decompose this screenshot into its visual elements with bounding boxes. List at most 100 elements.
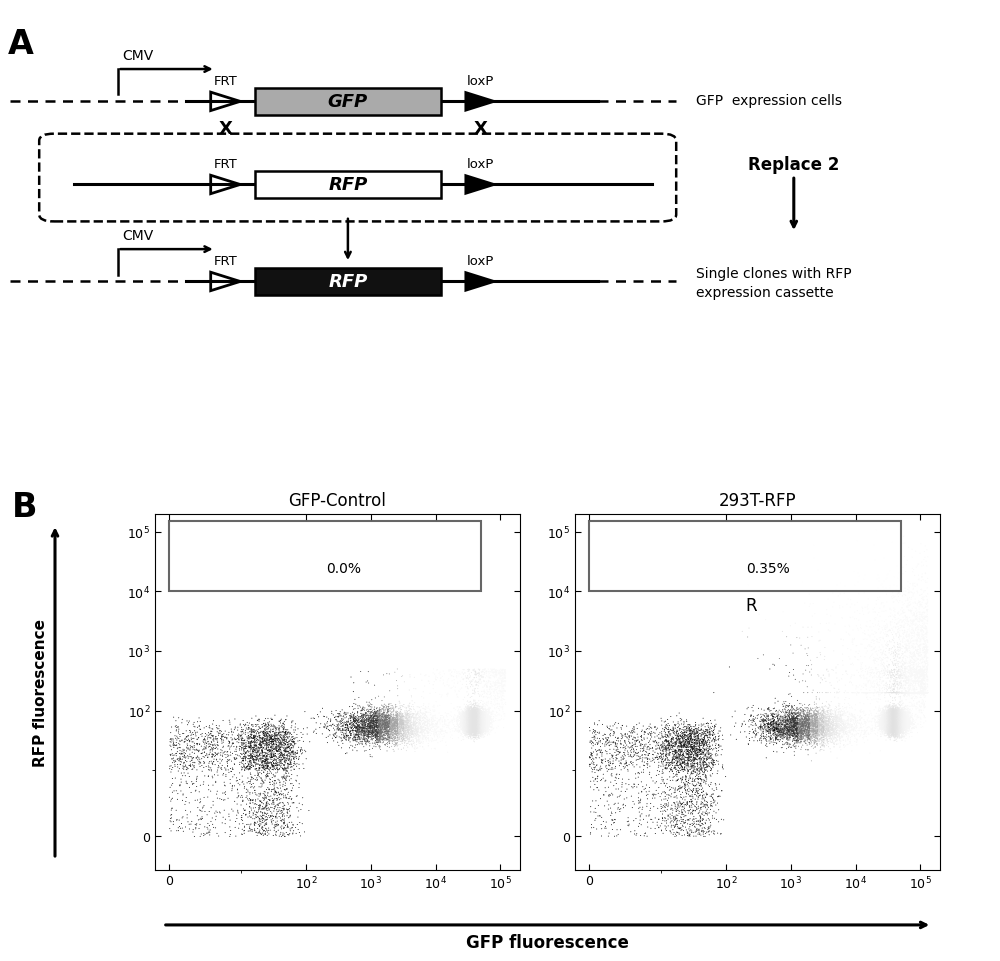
Point xyxy=(706,734,722,750)
Point xyxy=(824,721,840,736)
Point xyxy=(839,727,855,742)
Point xyxy=(349,714,365,729)
Point xyxy=(885,723,901,738)
Point xyxy=(469,707,485,723)
Point xyxy=(470,712,486,727)
Point xyxy=(474,708,490,724)
Point xyxy=(884,725,900,740)
Point xyxy=(270,739,286,754)
Point xyxy=(472,720,488,735)
Point xyxy=(823,720,839,735)
Point xyxy=(396,730,412,746)
Point xyxy=(471,708,487,724)
Point xyxy=(898,671,914,686)
Point xyxy=(885,713,901,728)
Point xyxy=(467,710,483,726)
Point xyxy=(896,722,912,737)
Point xyxy=(885,722,901,737)
Point xyxy=(902,712,918,727)
Point xyxy=(895,724,911,739)
Point xyxy=(463,716,479,731)
Point xyxy=(879,720,895,735)
Point xyxy=(400,719,416,734)
Point xyxy=(361,714,377,729)
Point xyxy=(781,720,797,735)
Point xyxy=(878,715,894,730)
Point xyxy=(472,704,488,720)
Point xyxy=(884,716,900,731)
Point xyxy=(228,752,244,767)
Point xyxy=(266,801,282,817)
Point xyxy=(671,760,687,776)
Point xyxy=(480,724,496,739)
Point xyxy=(475,727,491,743)
Point xyxy=(478,719,494,734)
Point xyxy=(919,685,935,701)
Point xyxy=(211,722,227,737)
Point xyxy=(457,722,473,737)
Point xyxy=(916,671,932,686)
Point xyxy=(470,714,486,729)
Point xyxy=(164,752,180,767)
Point xyxy=(242,751,258,766)
Point xyxy=(465,724,481,739)
Point xyxy=(467,718,483,733)
Point xyxy=(804,709,820,725)
Point xyxy=(434,727,450,743)
Point xyxy=(465,721,481,736)
Point xyxy=(373,720,389,735)
Point xyxy=(885,714,901,729)
Point xyxy=(470,711,486,727)
Point xyxy=(671,723,687,738)
Point xyxy=(883,704,899,720)
Point xyxy=(469,715,485,730)
Point xyxy=(892,685,908,701)
Point xyxy=(908,665,924,680)
Point xyxy=(461,708,477,724)
Point xyxy=(892,628,908,644)
Point xyxy=(812,712,828,727)
Point xyxy=(471,714,487,729)
Point xyxy=(862,629,878,645)
Point xyxy=(698,738,714,753)
Point xyxy=(891,721,907,736)
Point xyxy=(469,728,485,744)
Point xyxy=(897,722,913,737)
Point xyxy=(881,713,897,728)
Point xyxy=(260,719,276,734)
Point xyxy=(858,721,874,736)
Point xyxy=(884,683,900,699)
Point xyxy=(479,704,495,720)
Point xyxy=(466,712,482,727)
Point xyxy=(888,709,904,725)
Point xyxy=(914,600,930,615)
Point xyxy=(914,597,930,612)
Point xyxy=(774,726,790,741)
Point xyxy=(368,715,384,730)
Point xyxy=(465,709,481,725)
Point xyxy=(472,709,488,725)
Point xyxy=(881,716,897,731)
Point xyxy=(884,717,900,732)
Point xyxy=(425,713,441,728)
Point xyxy=(653,737,669,752)
Point xyxy=(463,727,479,743)
Point xyxy=(458,715,474,730)
Point xyxy=(894,720,910,735)
Point xyxy=(465,712,481,727)
Point xyxy=(467,664,483,679)
Point xyxy=(895,714,911,729)
Point xyxy=(909,696,925,711)
Point xyxy=(462,709,478,725)
Point xyxy=(356,707,372,723)
Point xyxy=(473,726,489,741)
Point xyxy=(896,710,912,726)
Point xyxy=(888,717,904,732)
Point xyxy=(884,710,900,726)
Point xyxy=(406,717,422,732)
Point xyxy=(594,755,610,771)
Point xyxy=(472,715,488,730)
Point xyxy=(458,711,474,727)
Point xyxy=(888,621,904,636)
Point xyxy=(583,747,599,762)
